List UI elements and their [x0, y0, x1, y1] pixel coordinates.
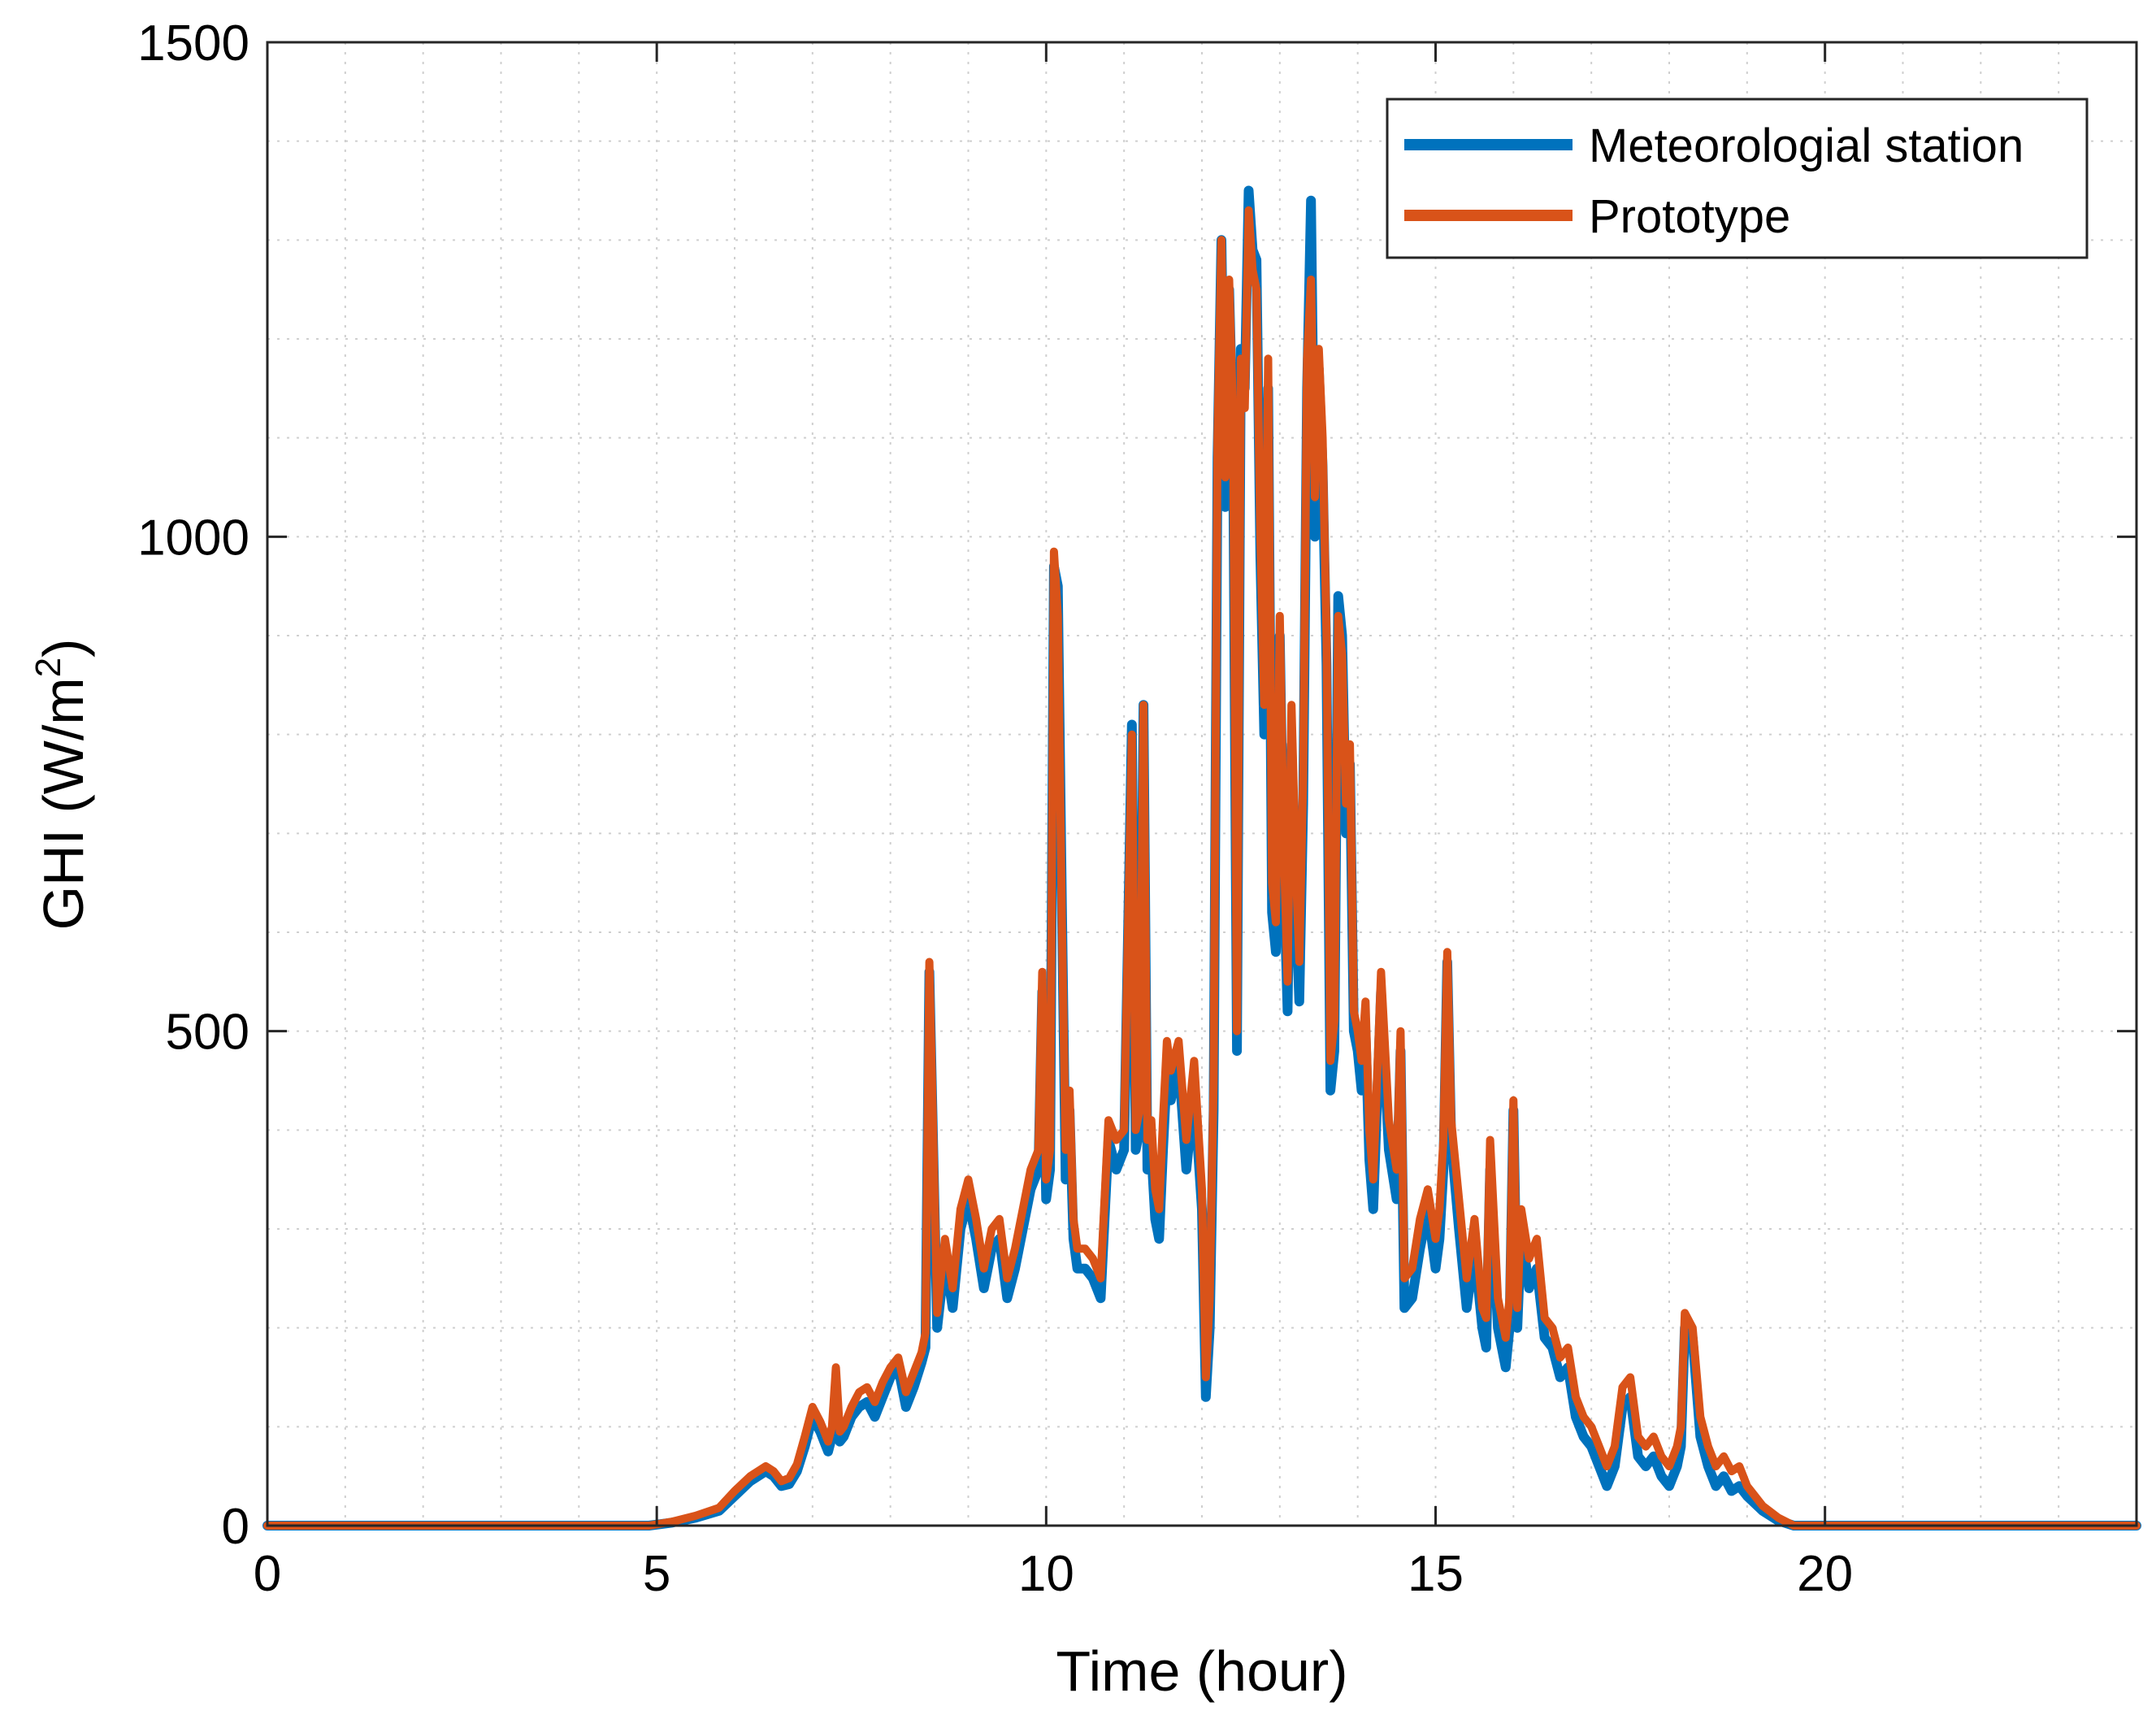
x-tick-label: 15 — [1408, 1546, 1464, 1602]
series-layer — [262, 185, 2141, 1530]
x-tick-label: 10 — [1018, 1546, 1074, 1602]
y-axis-label-main: GHI (W/m — [32, 677, 95, 930]
x-tick-label: 0 — [254, 1546, 281, 1602]
legend-box — [1386, 98, 2089, 259]
y-axis-label-superscript: 2 — [28, 658, 68, 677]
x-tick-labels: 0 5 10 15 20 — [254, 1546, 1853, 1602]
legend-label-prototype: Prototype — [1589, 190, 1790, 243]
plot-frame — [266, 41, 2138, 1527]
legend-label-meteorological-station: Meteorologial station — [1589, 119, 2024, 172]
x-tick-label: 20 — [1797, 1546, 1853, 1602]
x-axis-label: Time (hour) — [1056, 1639, 1347, 1703]
series-line-prototype — [263, 206, 2141, 1530]
y-axis-label-tail: ) — [32, 639, 95, 658]
y-tick-labels: 0 500 1000 1500 — [137, 15, 249, 1555]
legend: Meteorologial station Prototype — [1386, 98, 2089, 259]
axis-ticks — [266, 41, 2136, 1527]
y-tick-label: 1500 — [137, 15, 249, 72]
x-tick-label: 5 — [643, 1546, 670, 1602]
y-tick-label: 0 — [222, 1499, 249, 1555]
y-axis-label: GHI (W/m2) — [28, 639, 95, 931]
y-tick-label: 1000 — [137, 510, 249, 566]
y-tick-label: 500 — [166, 1005, 249, 1061]
